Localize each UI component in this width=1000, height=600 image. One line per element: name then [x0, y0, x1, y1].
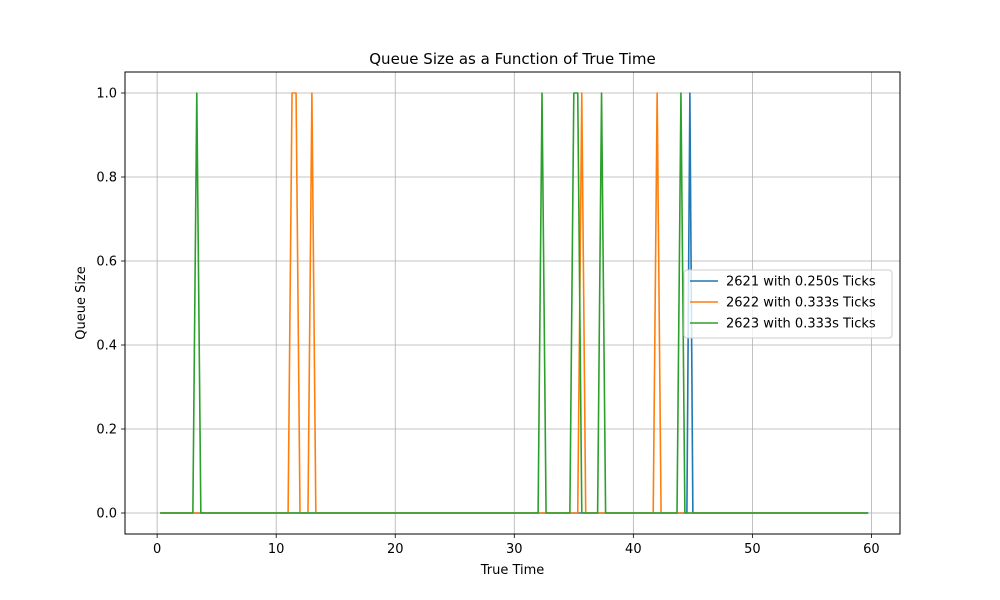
- y-axis-label: Queue Size: [74, 266, 89, 340]
- legend-box: [683, 269, 893, 339]
- y-tick-label: 0.0: [96, 507, 117, 522]
- series-line-3: [160, 92, 868, 514]
- x-tick-label: 10: [268, 542, 285, 557]
- series-line-2: [160, 92, 868, 514]
- y-tick-label: 1.0: [96, 87, 117, 102]
- y-tick-label: 0.8: [96, 171, 117, 186]
- legend-entry-label: 2621 with 0.250s Ticks: [726, 275, 876, 290]
- x-tick-label: 50: [744, 542, 761, 557]
- plot-frame: [124, 71, 901, 535]
- legend-entry-label: 2622 with 0.333s Ticks: [726, 296, 876, 311]
- y-tick-label: 0.2: [96, 423, 117, 438]
- chart-title: Queue Size as a Function of True Time: [369, 50, 655, 68]
- x-tick-label: 20: [387, 542, 404, 557]
- legend-entry-label: 2623 with 0.333s Ticks: [726, 317, 876, 332]
- x-tick-label: 60: [863, 542, 880, 557]
- ticks: 0 10 20 30 40 50 60 0.0 0.2 0.4 0.6 0.8 1.0: [96, 87, 879, 558]
- x-tick-label: 30: [506, 542, 523, 557]
- y-tick-label: 0.4: [96, 339, 117, 354]
- x-axis-label: True Time: [480, 563, 545, 578]
- x-tick-label: 40: [625, 542, 642, 557]
- legend: 2621 with 0.250s Ticks 2622 with 0.333s T…: [683, 269, 893, 339]
- x-tick-label: 0: [153, 542, 161, 557]
- y-tick-label: 0.6: [96, 255, 117, 270]
